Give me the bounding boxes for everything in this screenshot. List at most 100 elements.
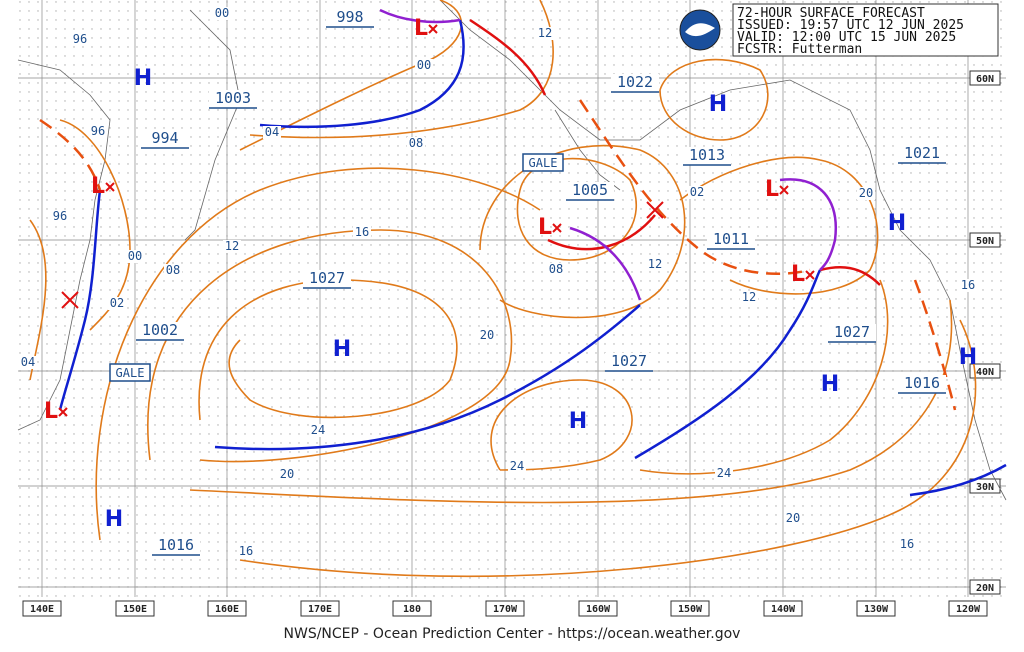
isobar-label-bg — [164, 264, 182, 277]
storm-track-end — [61, 291, 79, 309]
lon-label: 150E — [123, 604, 147, 615]
lon-label: 170E — [308, 604, 332, 615]
map-background — [18, 0, 1006, 597]
isobar-label-bg — [959, 279, 977, 292]
occluded-front — [379, 8, 461, 24]
trough — [913, 279, 957, 411]
header-box — [732, 3, 999, 57]
central-pressure: 1011 — [713, 230, 749, 248]
pressure-label-bg — [209, 90, 257, 108]
isobar-label-bg — [89, 125, 107, 138]
lat-label-box — [969, 363, 1001, 379]
isobar-label-bg — [71, 33, 89, 46]
isobar-label-bg — [740, 291, 758, 304]
isobar-label-bg — [108, 297, 126, 310]
lon-label: 170W — [493, 604, 518, 615]
isobar-label: 16 — [900, 537, 914, 551]
isobar-label: 20 — [786, 511, 800, 525]
isobar-label: 24 — [717, 466, 731, 480]
isobar-label-bg — [784, 512, 802, 525]
lon-label-box — [670, 600, 710, 617]
isobar-label: 16 — [355, 225, 369, 239]
warm-front — [819, 265, 881, 286]
lon-label-box — [115, 600, 155, 617]
central-pressure: 994 — [151, 129, 178, 147]
gale-warning: GALE — [529, 156, 558, 170]
isobar-label-bg — [715, 467, 733, 480]
central-pressure: 1027 — [834, 323, 870, 341]
isobar-label: 96 — [53, 209, 67, 223]
isobar-label-bg — [51, 210, 69, 223]
lat-label-box — [969, 478, 1001, 494]
isobar-label-bg — [688, 186, 706, 199]
cold-front — [259, 19, 465, 129]
trough — [39, 118, 102, 191]
isobar-label-bg — [536, 27, 554, 40]
lon-label: 160E — [215, 604, 239, 615]
occluded-front — [569, 226, 642, 301]
high-center: H — [105, 507, 123, 532]
central-pressure: 1027 — [309, 269, 345, 287]
lon-label: 140W — [771, 604, 796, 615]
warning-box — [109, 363, 151, 382]
isobar-label-bg — [19, 356, 37, 369]
isobar-label: 20 — [280, 467, 294, 481]
low-center: L — [538, 215, 552, 240]
cold-front — [58, 189, 102, 411]
fronts — [39, 8, 1007, 497]
cold-front — [909, 463, 1007, 497]
lat-label: 50N — [976, 236, 994, 247]
isobar-label-bg — [223, 240, 241, 253]
high-center: H — [821, 372, 839, 397]
isobar-label: 12 — [538, 26, 552, 40]
lon-label: 120W — [956, 604, 981, 615]
isobar-label: 16 — [961, 278, 975, 292]
storm-track-end — [646, 201, 664, 219]
isobar-label: 12 — [648, 257, 662, 271]
lon-label: 130W — [864, 604, 889, 615]
central-pressure: 1021 — [904, 144, 940, 162]
pressure-label-bg — [303, 270, 351, 288]
graticule: 140E 150E 160E 170E 180 170W 160W 150W 140W 130W 1… — [18, 0, 1006, 617]
warm-front — [547, 214, 656, 251]
pressure-label-bg — [605, 353, 653, 371]
lat-label-box — [969, 70, 1001, 86]
lon-label: 160W — [586, 604, 611, 615]
isobar-label-bg — [126, 250, 144, 263]
lon-label: 140E — [30, 604, 54, 615]
warning-box — [522, 153, 564, 172]
isobar-label: 16 — [239, 544, 253, 558]
low-marker — [805, 270, 815, 280]
isobar-label: 20 — [480, 328, 494, 342]
isobar-label: 08 — [549, 262, 563, 276]
isobar-label-bg — [857, 187, 875, 200]
isobar-label: 96 — [73, 32, 87, 46]
lon-label-box — [948, 600, 988, 617]
lon-label-box — [763, 600, 803, 617]
isobar-label-bg — [407, 137, 425, 150]
central-pressure: 1003 — [215, 89, 251, 107]
map-labels: 998 1003 994 1022 1013 1021 1005 1011 1027 1002 10… — [19, 6, 977, 558]
central-pressure: 1016 — [904, 374, 940, 392]
lat-label: 30N — [976, 482, 994, 493]
low-marker — [105, 182, 115, 192]
isobar-label-bg — [278, 468, 296, 481]
lon-label-box — [578, 600, 618, 617]
isobar-label: 12 — [225, 239, 239, 253]
lon-label-box — [22, 600, 62, 617]
isobar-label-bg — [898, 538, 916, 551]
lon-label-box — [856, 600, 896, 617]
header-line: 72-HOUR SURFACE FORECAST — [737, 6, 925, 21]
isobar-label-bg — [478, 329, 496, 342]
low-center: L — [414, 16, 428, 41]
cold-front — [214, 304, 641, 451]
low-marker — [552, 223, 562, 233]
central-pressure: 1022 — [617, 73, 653, 91]
isobar-label: 02 — [110, 296, 124, 310]
occluded-front — [779, 178, 837, 271]
isobar-label: 08 — [409, 136, 423, 150]
lat-label: 40N — [976, 367, 994, 378]
central-pressure: 1005 — [572, 181, 608, 199]
